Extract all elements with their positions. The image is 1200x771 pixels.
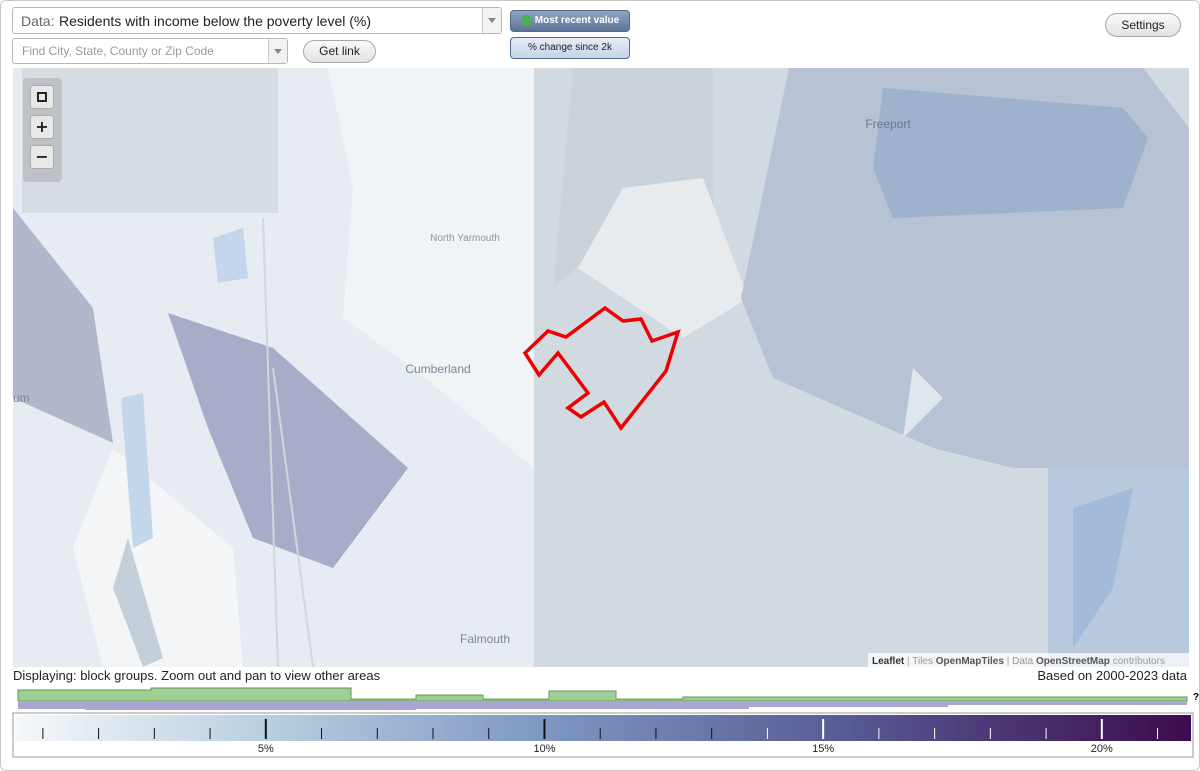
search-box[interactable]: Find City, State, County or Zip Code — [12, 38, 288, 64]
area — [873, 88, 1148, 218]
search-placeholder: Find City, State, County or Zip Code — [22, 44, 214, 58]
attribution-bg — [868, 653, 1189, 667]
place-label: Freeport — [865, 117, 911, 131]
attribution: Leaflet | Tiles OpenMapTiles | Data Open… — [872, 656, 1165, 667]
zoom-out-button[interactable]: − — [30, 145, 54, 169]
most-recent-toggle[interactable]: Most recent value — [510, 10, 630, 32]
data-label: Data: — [21, 13, 55, 29]
histogram-change — [18, 701, 1187, 710]
percent-change-toggle[interactable]: % change since 2k — [510, 37, 630, 59]
area — [13, 208, 113, 443]
water — [903, 368, 943, 438]
fullscreen-button[interactable] — [30, 85, 54, 109]
tick-label: 10% — [533, 743, 555, 755]
tick-label: 15% — [812, 743, 834, 755]
area — [578, 178, 748, 338]
check-icon — [520, 14, 532, 26]
place-label: Cumberland — [405, 362, 470, 376]
attribution-text: contributors — [1113, 656, 1165, 667]
area — [113, 538, 163, 667]
tick-label: 20% — [1091, 743, 1113, 755]
displaying-note: Displaying: block groups. Zoom out and p… — [13, 668, 381, 683]
place-label: um — [13, 391, 30, 405]
water — [121, 393, 153, 548]
dropdown-arrow — [268, 39, 287, 63]
selected-area[interactable] — [522, 305, 681, 431]
data-value: Residents with income below the poverty … — [59, 13, 372, 29]
road — [262, 217, 314, 667]
settings-button[interactable]: Settings — [1105, 13, 1181, 37]
color-scale — [15, 715, 1191, 741]
legend: ? 5% 10% 15% 20% — [12, 687, 1199, 758]
dropdown-arrow — [482, 8, 501, 33]
data-range-note: Based on 2000-2023 data — [1037, 668, 1187, 683]
area — [22, 68, 278, 213]
get-link-button[interactable]: Get link — [303, 40, 376, 63]
water — [1073, 488, 1133, 648]
place-label: Falmouth — [460, 632, 510, 646]
area — [328, 68, 534, 468]
attribution-link[interactable]: OpenMapTiles — [936, 656, 1005, 667]
attribution-link[interactable]: OpenStreetMap — [1036, 656, 1110, 667]
most-recent-label: Most recent value — [534, 15, 620, 26]
attribution-link[interactable]: Leaflet — [872, 656, 905, 667]
area — [73, 448, 243, 667]
area — [168, 313, 408, 568]
help[interactable]: ? — [1193, 692, 1199, 703]
data-select[interactable]: Data: Residents with income below the po… — [12, 7, 502, 34]
water — [213, 228, 248, 283]
place-label: North Yarmouth — [430, 233, 500, 244]
map[interactable]: Freeport North Yarmouth Cumberland Falmo… — [13, 68, 1189, 667]
area — [553, 68, 713, 288]
tick-label: 5% — [258, 743, 274, 755]
separator: | — [907, 656, 910, 667]
separator: | — [1007, 656, 1010, 667]
attribution-text: Data — [1012, 656, 1034, 667]
histogram-recent — [17, 687, 1188, 702]
zoom-in-button[interactable]: + — [30, 115, 54, 139]
attribution-text: Tiles — [912, 656, 933, 667]
